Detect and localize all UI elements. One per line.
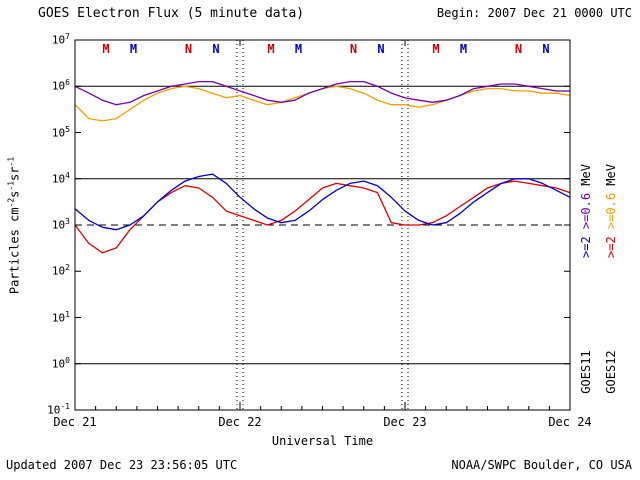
midnight-noon-marker: N [514, 42, 523, 56]
y-tick-label: 104 [51, 170, 70, 186]
x-tick-label: Dec 24 [548, 415, 592, 429]
midnight-noon-marker: M [459, 42, 468, 56]
y-tick-label: 101 [51, 309, 70, 325]
legend-ge2-label: >=2 [579, 236, 593, 258]
midnight-noon-marker: N [377, 42, 385, 56]
y-axis-title: Particles cm-2s-1sr-1 [6, 156, 22, 295]
begin-timestamp: Begin: 2007 Dec 21 0000 UTC [436, 6, 632, 20]
legend-unit-label: MeV [579, 164, 593, 186]
y-axis-title-exponent: -2 [6, 197, 16, 208]
midnight-noon-marker: N [542, 42, 550, 56]
series-goes12-0-6-mev [74, 85, 571, 122]
series-goes12-2-mev [74, 180, 571, 254]
y-axis-title-exponent: -1 [6, 156, 16, 167]
y-tick-label: 100 [51, 355, 70, 371]
y-tick-label: 106 [51, 78, 70, 93]
updated-timestamp: Updated 2007 Dec 23 23:56:05 UTC [6, 458, 238, 472]
source-credit: NOAA/SWPC Boulder, CO USA [451, 458, 632, 472]
y-tick-label: 103 [51, 217, 70, 232]
legend-goes11-name: GOES11 [579, 350, 593, 394]
midnight-noon-marker: M [432, 42, 440, 56]
series-goes11-2-mev [74, 173, 571, 231]
legend-goes12-name: GOES12 [604, 350, 618, 394]
x-tick-label: Dec 21 [53, 415, 97, 429]
y-tick-label: 107 [51, 32, 70, 47]
y-tick-label: 102 [51, 263, 70, 278]
chart-title: GOES Electron Flux (5 minute data) [38, 6, 305, 21]
midnight-noon-marker: M [129, 42, 138, 56]
x-tick-label: Dec 22 [218, 415, 262, 429]
midnight-noon-marker: N [212, 42, 220, 56]
midnight-noon-marker: M [267, 42, 275, 56]
series-goes11-0-6-mev [74, 80, 570, 106]
y-tick-label: 10-1 [47, 402, 70, 417]
midnight-noon-marker: M [294, 42, 303, 56]
y-axis-title-exponent: -1 [6, 180, 16, 191]
midnight-noon-marker: M [102, 42, 110, 56]
x-tick-label: Dec 23 [383, 415, 427, 429]
legend-goes12-energies: >=2 >=0.6 MeV [604, 126, 618, 296]
y-tick-label: 105 [51, 124, 70, 140]
legend-unit-label: MeV [604, 164, 618, 186]
legend-ge2-label: >=2 [604, 236, 618, 258]
legend-ge06-label: >=0.6 [604, 192, 618, 230]
midnight-noon-marker: N [349, 42, 358, 56]
legend-goes11-energies: >=2 >=0.6 MeV [579, 126, 593, 296]
midnight-noon-marker: N [184, 42, 193, 56]
x-axis-title: Universal Time [271, 434, 374, 448]
legend-ge06-label: >=0.6 [579, 192, 593, 230]
